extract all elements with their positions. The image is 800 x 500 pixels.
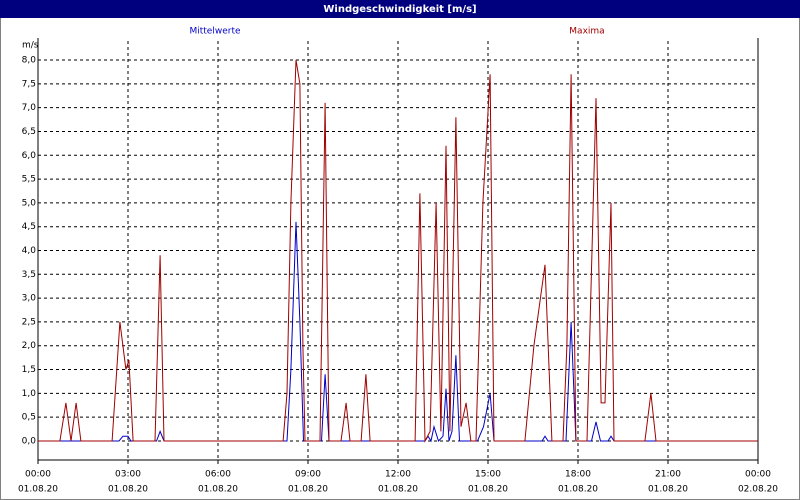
x-tick-label: 03:00 [115, 470, 141, 480]
x-tick-date: 01.08.20 [18, 485, 58, 495]
y-tick-label: 2,5 [22, 317, 36, 327]
legend-label: Maxima [569, 27, 604, 37]
x-tick-label: 15:00 [475, 470, 501, 480]
x-tick-label: 06:00 [205, 470, 231, 480]
x-tick-label: 21:00 [655, 470, 681, 480]
y-tick-label: 6,0 [22, 151, 37, 161]
x-tick-date: 01.08.20 [288, 485, 328, 495]
x-tick-date: 01.08.20 [558, 485, 598, 495]
y-axis-label: m/s [22, 41, 39, 51]
y-tick-label: 7,5 [22, 79, 36, 89]
y-tick-label: 4,5 [22, 222, 36, 232]
x-tick-label: 00:00 [745, 470, 771, 480]
x-tick-label: 18:00 [565, 470, 591, 480]
y-tick-label: 1,0 [22, 389, 37, 399]
x-tick-date: 01.08.20 [378, 485, 418, 495]
legend-label: Mittelwerte [189, 27, 240, 37]
y-tick-label: 0,5 [22, 413, 36, 423]
y-tick-label: 3,5 [22, 270, 36, 280]
chart-title: Windgeschwindigkeit [m/s] [323, 4, 476, 15]
y-tick-label: 5,5 [22, 175, 36, 185]
x-tick-label: 00:00 [25, 470, 51, 480]
x-tick-date: 01.08.20 [468, 485, 508, 495]
y-tick-label: 3,0 [22, 294, 37, 304]
x-tick-date: 02.08.20 [738, 485, 778, 495]
y-tick-label: 0,0 [22, 436, 37, 446]
y-tick-label: 6,5 [22, 127, 36, 137]
x-tick-date: 01.08.20 [108, 485, 148, 495]
y-tick-label: 7,0 [22, 103, 37, 113]
title-bar [0, 0, 800, 18]
y-tick-label: 2,0 [22, 341, 37, 351]
y-tick-label: 8,0 [22, 56, 37, 66]
x-tick-date: 01.08.20 [648, 485, 688, 495]
x-tick-label: 09:00 [295, 470, 321, 480]
y-tick-label: 4,0 [22, 246, 37, 256]
y-tick-label: 5,0 [22, 198, 37, 208]
x-tick-date: 01.08.20 [198, 485, 238, 495]
data-line [38, 59, 758, 443]
x-tick-label: 12:00 [385, 470, 411, 480]
y-tick-label: 1,5 [22, 365, 36, 375]
